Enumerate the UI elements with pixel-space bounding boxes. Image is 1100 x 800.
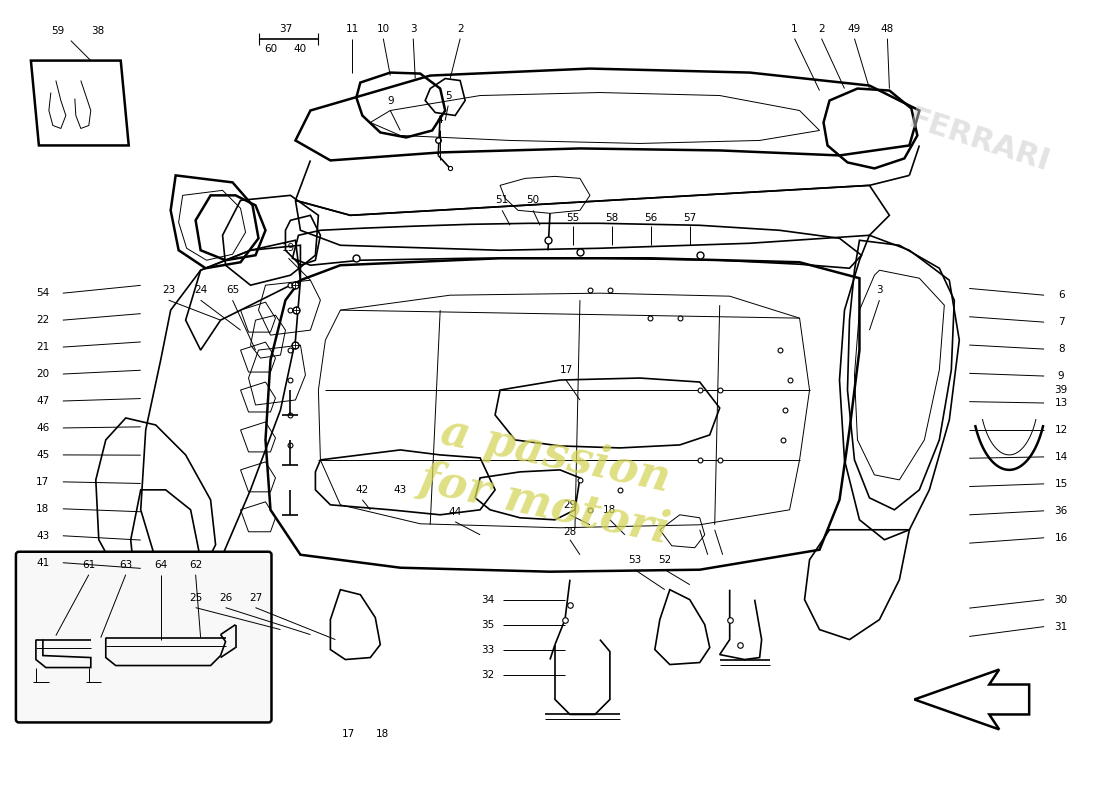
Text: 16: 16 bbox=[1055, 533, 1068, 542]
Text: 35: 35 bbox=[482, 620, 495, 630]
Text: 12: 12 bbox=[1055, 425, 1068, 435]
Text: 47: 47 bbox=[36, 396, 50, 406]
Text: 6: 6 bbox=[1058, 290, 1065, 300]
Text: 62: 62 bbox=[189, 560, 202, 570]
Text: 39: 39 bbox=[1055, 385, 1068, 395]
Text: 20: 20 bbox=[36, 369, 50, 379]
Text: 11: 11 bbox=[345, 24, 359, 34]
Text: 40: 40 bbox=[294, 44, 307, 54]
Text: 58: 58 bbox=[605, 214, 618, 223]
Text: 21: 21 bbox=[36, 342, 50, 352]
Text: 45: 45 bbox=[36, 450, 50, 460]
Text: 10: 10 bbox=[376, 24, 389, 34]
Text: 8: 8 bbox=[1058, 344, 1065, 354]
Text: 19: 19 bbox=[282, 243, 295, 254]
Text: 52: 52 bbox=[658, 554, 671, 565]
Text: 18: 18 bbox=[603, 505, 616, 515]
Text: 26: 26 bbox=[219, 593, 232, 602]
Text: 54: 54 bbox=[36, 288, 50, 298]
FancyBboxPatch shape bbox=[15, 552, 272, 722]
Text: 43: 43 bbox=[36, 530, 50, 541]
Text: 18: 18 bbox=[376, 730, 389, 739]
Text: 25: 25 bbox=[189, 593, 202, 602]
Text: 15: 15 bbox=[1055, 479, 1068, 489]
Text: 38: 38 bbox=[91, 26, 104, 36]
Text: 14: 14 bbox=[1055, 452, 1068, 462]
Text: 3: 3 bbox=[410, 24, 417, 34]
Text: 55: 55 bbox=[566, 214, 580, 223]
Text: 17: 17 bbox=[342, 730, 355, 739]
Text: 42: 42 bbox=[355, 485, 368, 495]
Text: 17: 17 bbox=[36, 477, 50, 487]
Text: 63: 63 bbox=[119, 560, 132, 570]
Text: 64: 64 bbox=[154, 560, 167, 570]
Text: 9: 9 bbox=[387, 95, 394, 106]
Text: 1: 1 bbox=[791, 24, 798, 34]
Text: 43: 43 bbox=[394, 485, 407, 495]
Text: FERRARI: FERRARI bbox=[905, 104, 1054, 177]
Text: 44: 44 bbox=[449, 507, 462, 517]
Text: 41: 41 bbox=[36, 558, 50, 568]
Text: 30: 30 bbox=[1055, 594, 1068, 605]
Text: 60: 60 bbox=[264, 44, 277, 54]
Text: 23: 23 bbox=[162, 285, 175, 295]
Text: 27: 27 bbox=[249, 593, 262, 602]
Text: 17: 17 bbox=[559, 365, 573, 375]
Text: 46: 46 bbox=[36, 423, 50, 433]
Text: 9: 9 bbox=[1058, 371, 1065, 381]
Text: 3: 3 bbox=[876, 285, 882, 295]
Text: 50: 50 bbox=[527, 195, 540, 206]
Text: 2: 2 bbox=[818, 24, 825, 34]
Text: 34: 34 bbox=[482, 594, 495, 605]
Text: 22: 22 bbox=[36, 315, 50, 325]
Text: 48: 48 bbox=[881, 24, 894, 34]
Text: a passion
for motori: a passion for motori bbox=[416, 408, 684, 552]
Text: 5: 5 bbox=[444, 90, 451, 101]
Text: 7: 7 bbox=[1058, 317, 1065, 327]
Text: 37: 37 bbox=[278, 24, 293, 34]
Text: 49: 49 bbox=[848, 24, 861, 34]
Text: 2: 2 bbox=[456, 24, 463, 34]
Text: 4: 4 bbox=[437, 115, 443, 126]
Text: 59: 59 bbox=[52, 26, 65, 36]
Text: 53: 53 bbox=[628, 554, 641, 565]
Text: 51: 51 bbox=[495, 195, 508, 206]
Text: 29: 29 bbox=[563, 500, 576, 510]
Text: 32: 32 bbox=[482, 670, 495, 679]
Text: 36: 36 bbox=[1055, 506, 1068, 516]
Text: 18: 18 bbox=[36, 504, 50, 514]
Polygon shape bbox=[914, 670, 1030, 730]
Text: 33: 33 bbox=[482, 645, 495, 654]
Text: 56: 56 bbox=[645, 214, 658, 223]
Text: 61: 61 bbox=[82, 560, 96, 570]
Text: 13: 13 bbox=[1055, 398, 1068, 408]
Text: 28: 28 bbox=[563, 526, 576, 537]
Text: 65: 65 bbox=[226, 285, 239, 295]
Text: 24: 24 bbox=[194, 285, 207, 295]
Text: 57: 57 bbox=[683, 214, 696, 223]
Text: 31: 31 bbox=[1055, 622, 1068, 632]
